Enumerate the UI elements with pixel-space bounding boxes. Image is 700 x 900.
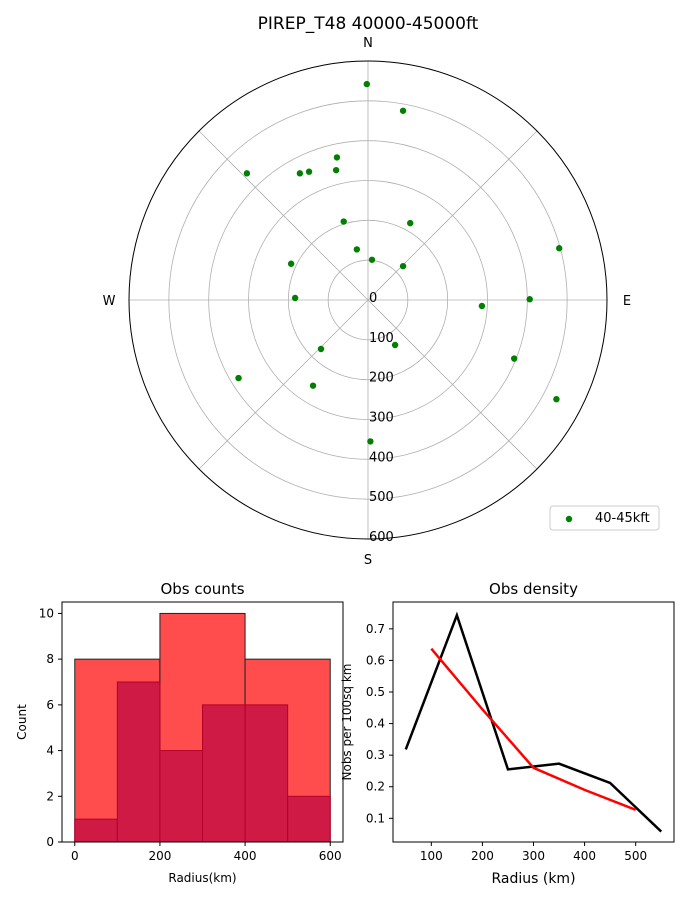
histogram-axes-frame: [61, 601, 344, 843]
y-tick-label: 0.1: [366, 811, 385, 825]
radial-tick-label: 600: [369, 530, 394, 545]
y-tick-label: 2: [46, 789, 54, 803]
scatter-point: [556, 245, 563, 252]
scatter-point: [305, 168, 313, 175]
histogram-bar: [244, 704, 289, 843]
histogram-title: Obs counts: [160, 580, 244, 598]
scatter-point: [368, 256, 376, 263]
polar-scatter-panel: N E S W 0 100 200 300 400 500 600 40-45kft: [103, 36, 660, 568]
x-tick-label: 600: [319, 849, 342, 863]
density-panel: Obs density 100 200 300 400 500 0.1 0.2 0.3 0.4 0.…: [340, 580, 675, 887]
scatter-point: [235, 374, 242, 382]
y-tick-label: 0.7: [366, 622, 385, 636]
legend-frame: [549, 505, 660, 531]
histogram-bar: [74, 818, 118, 843]
direction-label-w: W: [103, 294, 116, 309]
density-line: [404, 611, 663, 833]
scatter-point: [291, 294, 299, 302]
legend: 40-45kft: [549, 505, 660, 531]
scatter-point: [363, 80, 371, 88]
scatter-point: [367, 438, 374, 445]
histogram-bar: [116, 681, 161, 843]
y-tick-label: 4: [46, 744, 54, 758]
scatter-point: [296, 170, 304, 177]
scatter-point: [553, 395, 560, 403]
radial-tick-label: 0: [369, 291, 377, 306]
y-tick-label: 0.2: [366, 780, 385, 794]
scatter-point: [309, 382, 317, 389]
direction-label-n: N: [363, 36, 373, 51]
polar-grid-spoke: [367, 130, 538, 301]
scatter-point: [353, 246, 361, 253]
scatter-point: [332, 166, 340, 174]
scatter-point: [526, 296, 533, 303]
scatter-point: [340, 218, 347, 225]
histogram-ylabel: Count: [15, 704, 29, 740]
y-tick-label: 0.6: [366, 653, 385, 667]
density-xlabel: Radius (km): [491, 871, 575, 887]
histogram-panel: Obs counts 0 200 400 600 0 2 4 6 8 10 Radius(km) Cou…: [15, 580, 344, 885]
y-tick-label: 0.5: [366, 685, 385, 699]
scatter-point: [407, 219, 414, 227]
density-axes-frame: [392, 601, 675, 843]
legend-label: 40-45kft: [595, 511, 650, 526]
y-tick-label: 6: [46, 698, 54, 712]
radial-tick-label: 200: [369, 371, 394, 386]
density-title: Obs density: [489, 580, 578, 598]
histogram-bar: [159, 750, 203, 843]
x-tick-label: 500: [624, 849, 647, 863]
direction-label-e: E: [623, 294, 631, 309]
x-tick-label: 100: [420, 849, 443, 863]
y-tick-label: 0.3: [366, 748, 385, 762]
x-tick-label: 200: [148, 849, 171, 863]
polar-grid-spoke: [367, 299, 538, 470]
density-line: [430, 647, 637, 811]
x-tick-label: 400: [234, 849, 257, 863]
x-tick-label: 0: [71, 849, 79, 863]
radial-tick-label: 300: [369, 411, 394, 426]
figure-title: PIREP_T48 40000-45000ft: [258, 14, 479, 34]
scatter-point: [399, 107, 407, 114]
polar-grid-spoke: [198, 130, 369, 301]
y-tick-label: 0.4: [366, 717, 385, 731]
polar-grid-spoke: [198, 299, 369, 470]
legend-marker: [565, 515, 573, 523]
histogram-bar: [287, 795, 331, 843]
y-tick-label: 0: [46, 835, 54, 849]
scatter-point: [399, 262, 407, 270]
histogram-bar: [202, 704, 246, 843]
scatter-point: [287, 260, 295, 267]
scatter-point: [317, 345, 325, 353]
x-tick-label: 300: [522, 849, 545, 863]
scatter-point: [478, 302, 486, 310]
density-ylabel: Nobs per 100sq km: [340, 664, 354, 781]
scatter-point: [510, 355, 518, 362]
direction-label-s: S: [364, 553, 372, 568]
radial-tick-label: 100: [369, 331, 394, 346]
radial-tick-label: 400: [369, 450, 394, 465]
radial-tick-label: 500: [369, 490, 394, 505]
scatter-point: [333, 154, 341, 161]
scatter-point: [391, 341, 399, 349]
x-tick-label: 200: [471, 849, 494, 863]
polar-outline: [128, 60, 608, 540]
y-tick-label: 10: [39, 606, 54, 620]
histogram-xlabel: Radius(km): [168, 871, 236, 885]
y-tick-label: 8: [46, 652, 54, 666]
scatter-point: [243, 170, 251, 177]
x-tick-label: 400: [573, 849, 596, 863]
